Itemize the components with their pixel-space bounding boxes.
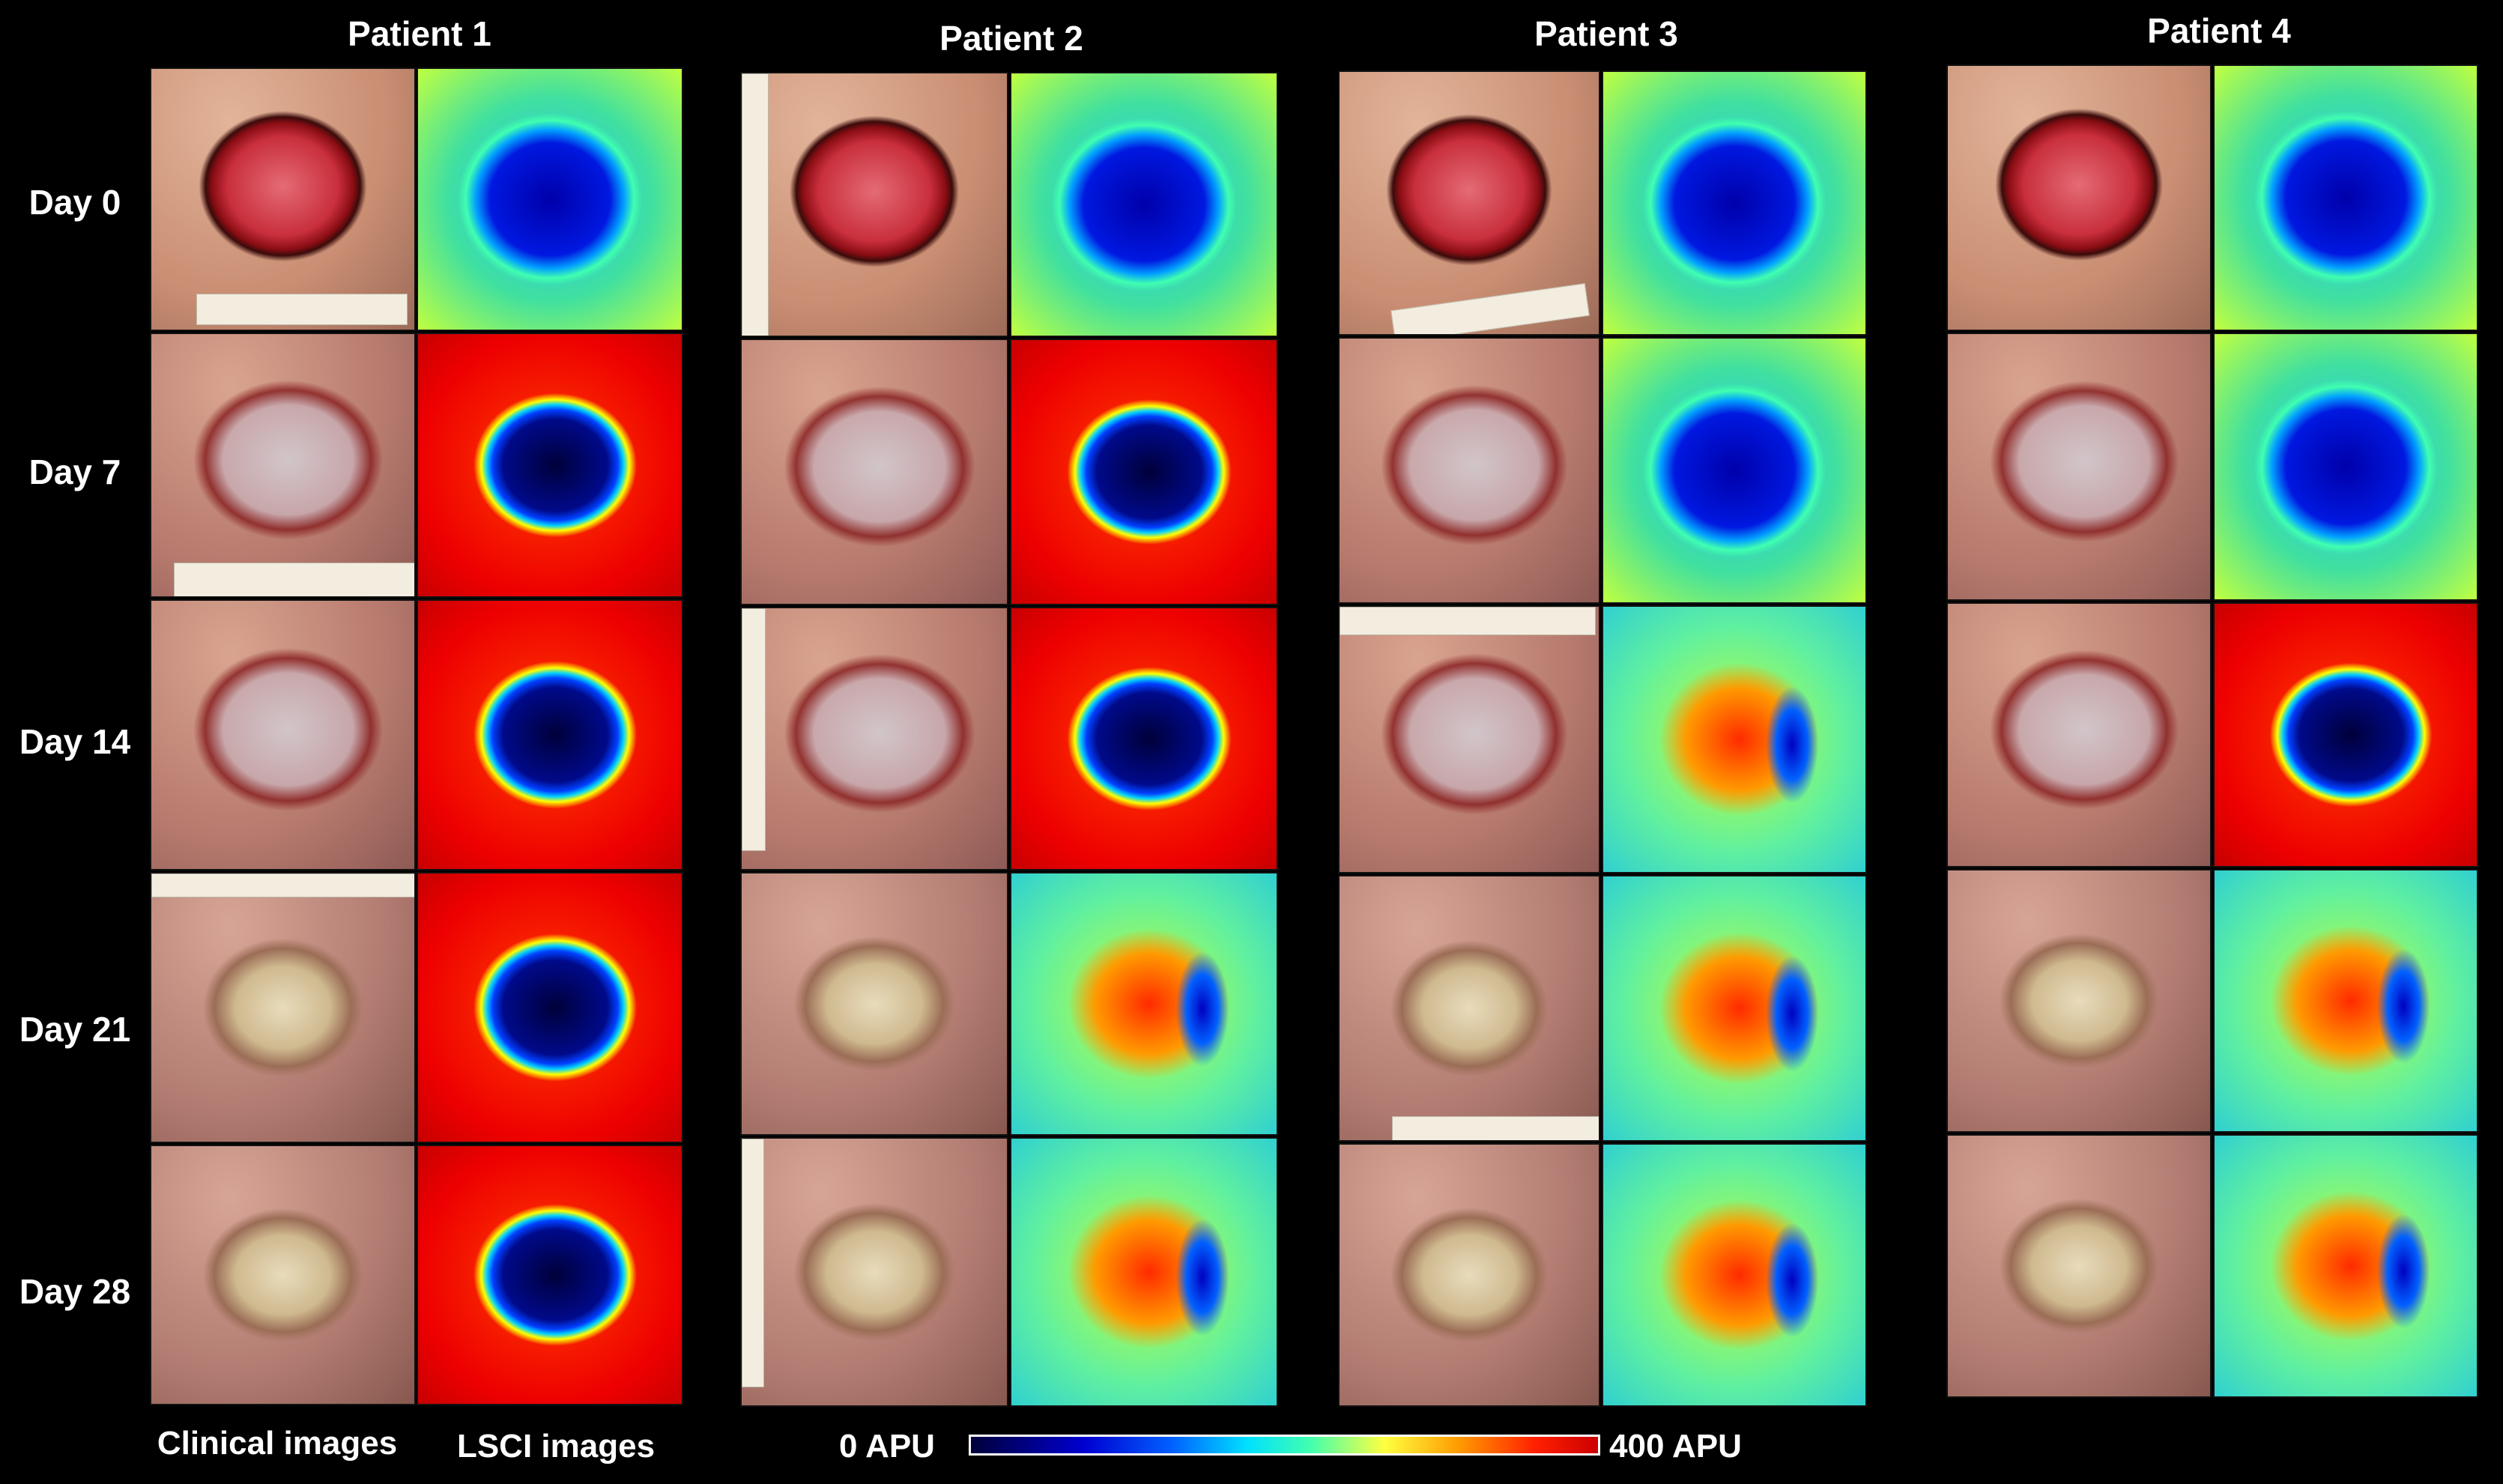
patient-3-day-0-clinical-image <box>1338 70 1600 336</box>
patient-4-day-14-clinical-image <box>1946 602 2212 867</box>
patient-4-day-28-clinical-image <box>1946 1134 2212 1398</box>
patient-1-day-28-clinical-image <box>150 1145 416 1405</box>
ruler <box>742 608 766 851</box>
patient-4-day-21-clinical-image <box>1946 869 2212 1133</box>
ruler <box>742 73 769 336</box>
day-0-label: Day 0 <box>28 183 121 222</box>
patient-4-day-0-lsci-image <box>2213 64 2478 331</box>
patient-3-day-7-clinical-image <box>1338 337 1600 604</box>
patient-3-day-0-lsci-image <box>1602 70 1867 336</box>
patient-4-day-0-clinical-image <box>1946 64 2212 331</box>
patient-2-day-0-lsci-image <box>1010 72 1278 337</box>
patient-1-day-7-clinical-image <box>150 333 416 598</box>
patient-2-day-21-clinical-image <box>740 872 1008 1136</box>
patient-3-day-7-lsci-image <box>1602 337 1867 604</box>
patient-4-header: Patient 4 <box>2147 11 2291 50</box>
day-28-label: Day 28 <box>19 1272 131 1311</box>
patient-2-day-7-lsci-image <box>1010 339 1278 605</box>
patient-2-day-0-clinical-image <box>740 72 1008 337</box>
day-7-label: Day 7 <box>28 452 121 491</box>
patient-4-day-14-lsci-image <box>2213 602 2478 867</box>
ruler <box>1390 282 1590 334</box>
colorbar-min-label: 0 APU <box>839 1428 935 1465</box>
ruler <box>196 294 408 325</box>
patient-1-day-7-lsci-image <box>417 333 683 598</box>
patient-2-day-14-lsci-image <box>1010 607 1278 870</box>
patient-4-day-7-clinical-image <box>1946 333 2212 601</box>
patient-1-day-0-clinical-image <box>150 67 416 331</box>
day-21-label: Day 21 <box>19 1010 131 1049</box>
patient-1-day-28-lsci-image <box>417 1145 683 1405</box>
patient-3-day-14-clinical-image <box>1338 605 1600 873</box>
patient-2-day-7-clinical-image <box>740 339 1008 605</box>
apu-colorbar <box>969 1435 1600 1456</box>
patient-2-day-21-lsci-image <box>1010 872 1278 1136</box>
day-14-label: Day 14 <box>19 722 131 761</box>
patient-4-day-28-lsci-image <box>2213 1134 2478 1398</box>
patient-4-day-7-lsci-image <box>2213 333 2478 601</box>
patient-3-day-28-lsci-image <box>1602 1143 1867 1407</box>
patient-3-day-21-clinical-image <box>1338 875 1600 1142</box>
patient-2-day-28-lsci-image <box>1010 1137 1278 1407</box>
patient-1-day-21-lsci-image <box>417 872 683 1143</box>
patient-4-day-21-lsci-image <box>2213 869 2478 1133</box>
patient-3-day-21-lsci-image <box>1602 875 1867 1142</box>
ruler <box>742 1139 764 1387</box>
patient-1-header: Patient 1 <box>348 14 491 53</box>
patient-3-header: Patient 3 <box>1534 14 1678 53</box>
patient-1-day-14-lsci-image <box>417 599 683 870</box>
patient-3-day-28-clinical-image <box>1338 1143 1600 1407</box>
ruler <box>174 563 414 596</box>
colorbar-max-label: 400 APU <box>1609 1428 1742 1465</box>
ruler <box>151 873 414 897</box>
patient-1-day-0-lsci-image <box>417 67 683 331</box>
patient-3-day-14-lsci-image <box>1602 605 1867 873</box>
clinical-images-label: Clinical images <box>157 1425 398 1462</box>
ruler <box>1392 1116 1599 1140</box>
patient-2-day-28-clinical-image <box>740 1137 1008 1407</box>
patient-2-day-14-clinical-image <box>740 607 1008 870</box>
patient-1-day-14-clinical-image <box>150 599 416 870</box>
lsci-images-label: LSCI images <box>456 1428 656 1465</box>
patient-1-day-21-clinical-image <box>150 872 416 1143</box>
ruler <box>1340 607 1596 635</box>
patient-2-header: Patient 2 <box>939 19 1083 58</box>
